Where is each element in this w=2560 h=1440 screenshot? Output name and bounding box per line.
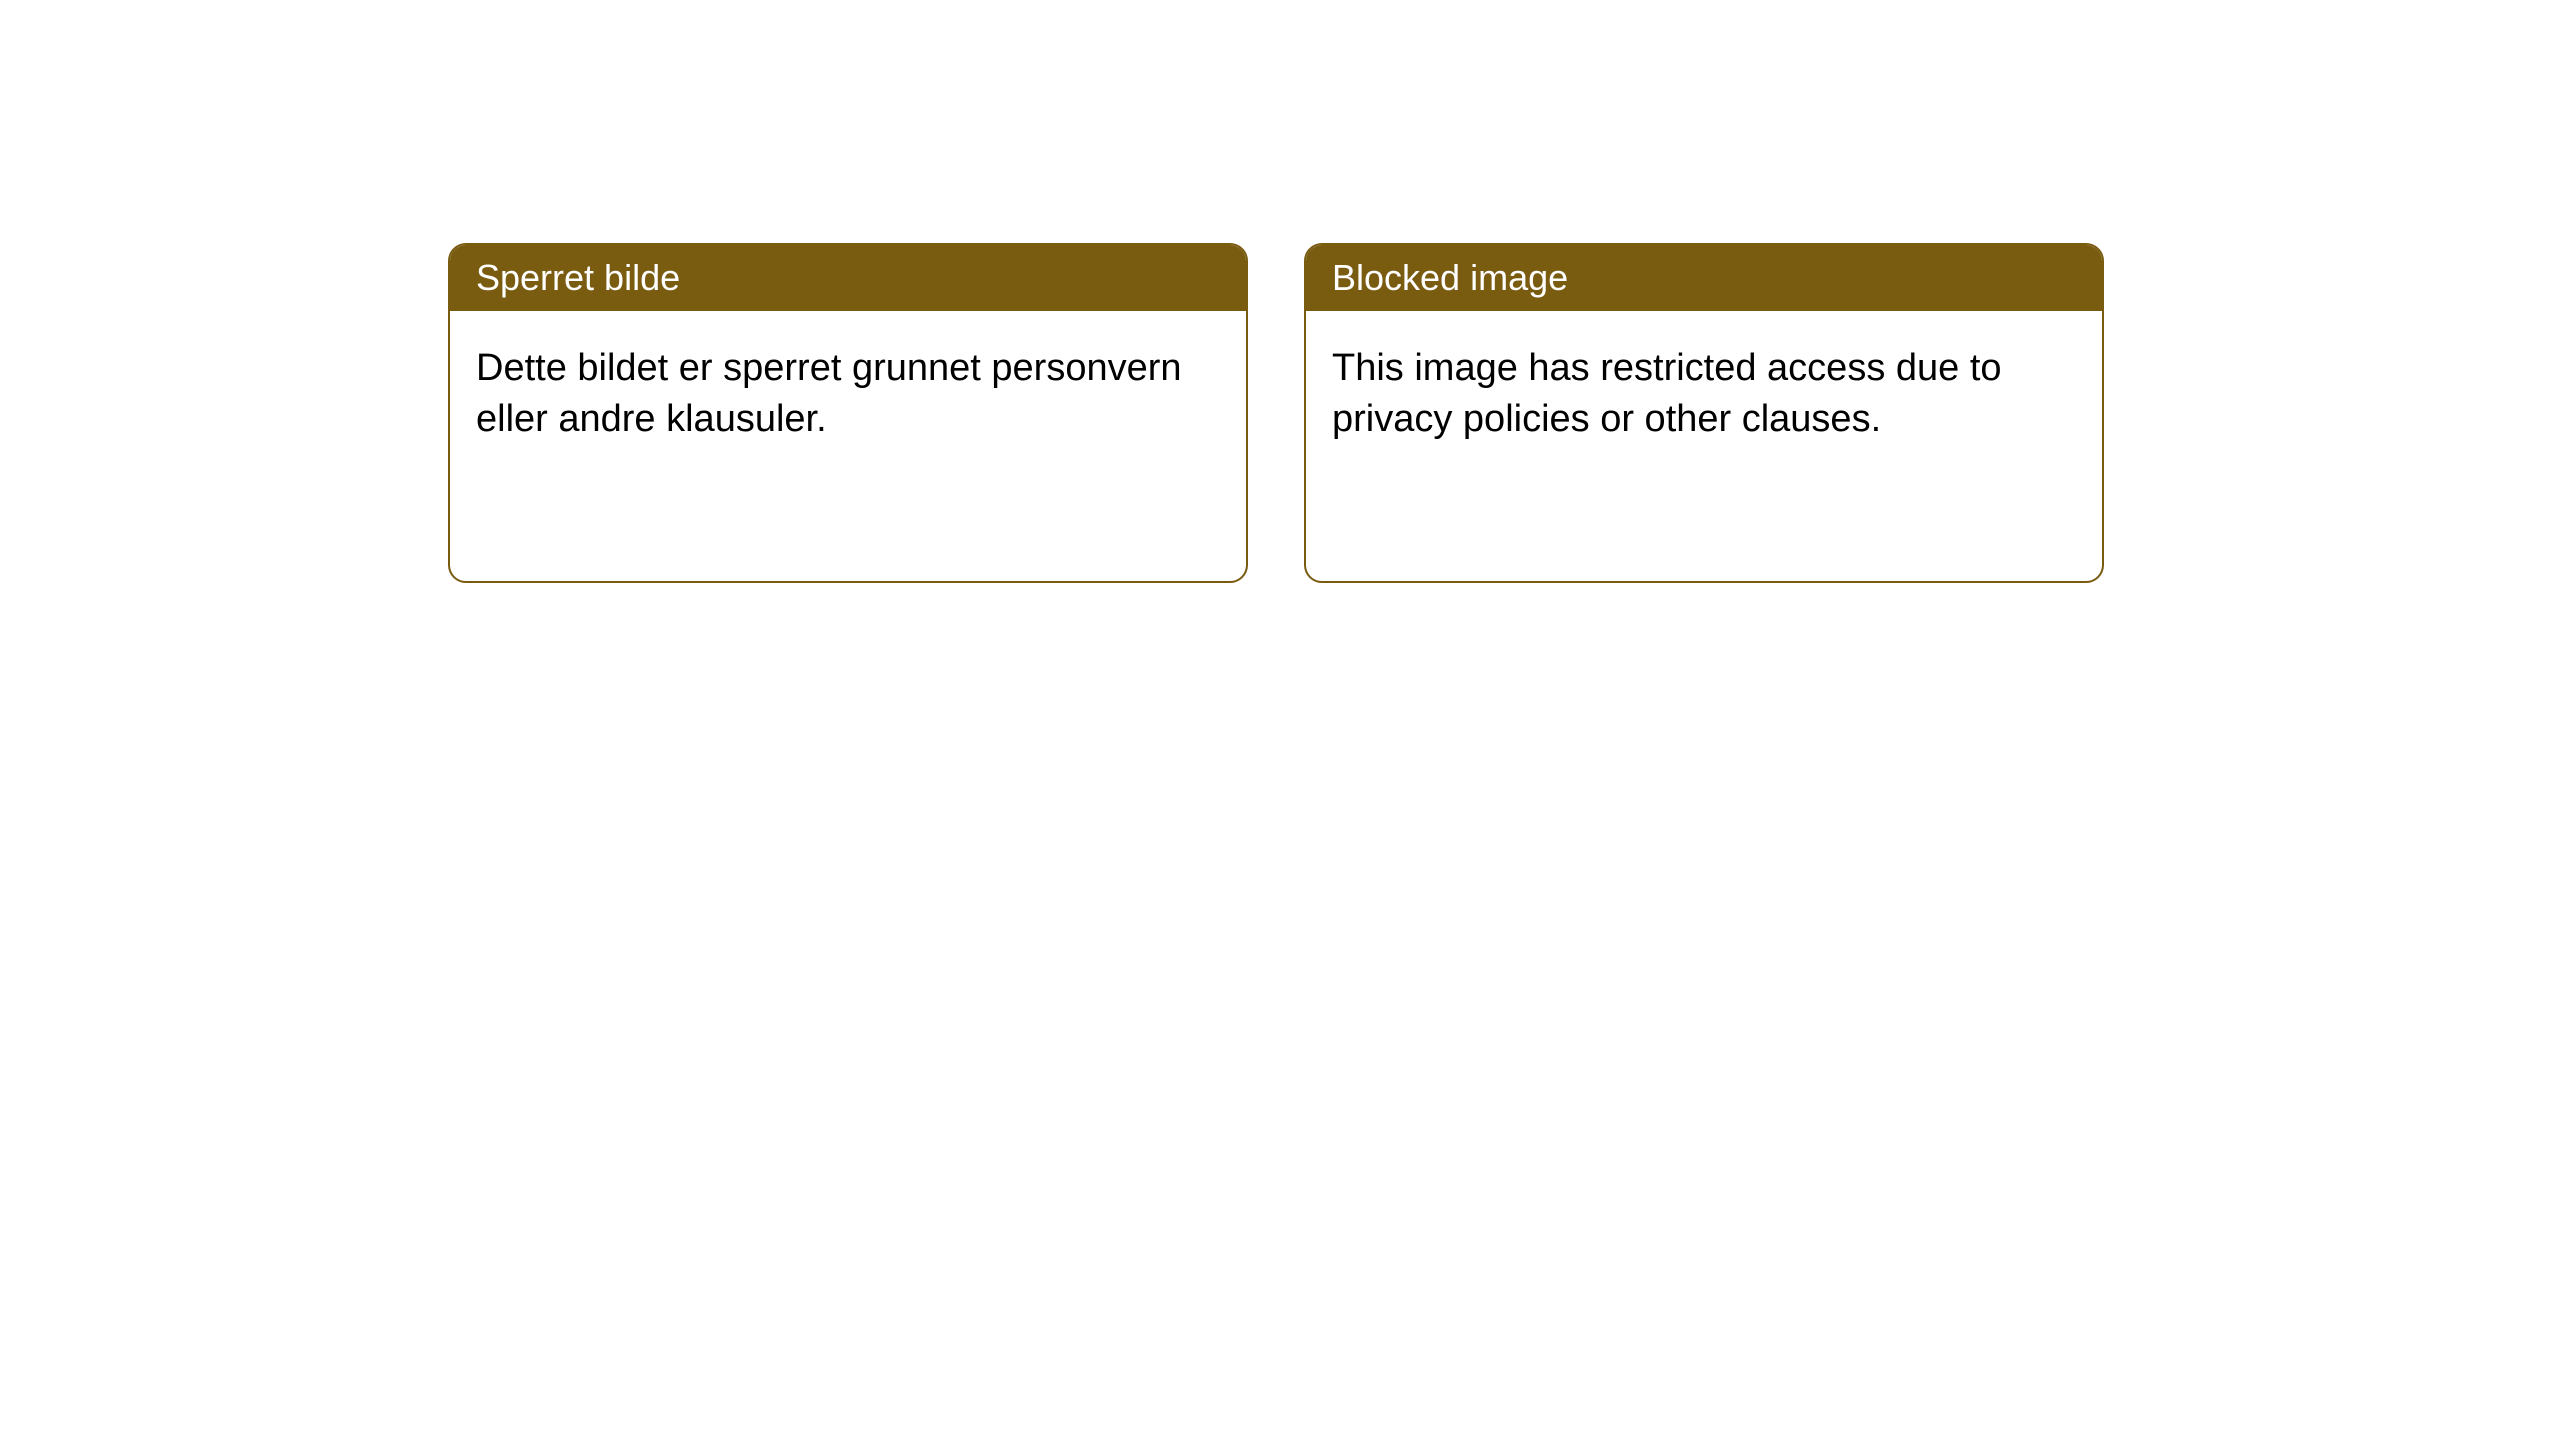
card-body: This image has restricted access due to …	[1306, 311, 2102, 581]
notice-container: Sperret bilde Dette bildet er sperret gr…	[448, 243, 2104, 583]
notice-card-norwegian: Sperret bilde Dette bildet er sperret gr…	[448, 243, 1248, 583]
card-title: Sperret bilde	[476, 257, 680, 298]
notice-card-english: Blocked image This image has restricted …	[1304, 243, 2104, 583]
card-title: Blocked image	[1332, 257, 1568, 298]
card-message: This image has restricted access due to …	[1332, 347, 2002, 440]
card-header: Sperret bilde	[450, 245, 1246, 311]
card-message: Dette bildet er sperret grunnet personve…	[476, 347, 1182, 440]
card-body: Dette bildet er sperret grunnet personve…	[450, 311, 1246, 581]
card-header: Blocked image	[1306, 245, 2102, 311]
